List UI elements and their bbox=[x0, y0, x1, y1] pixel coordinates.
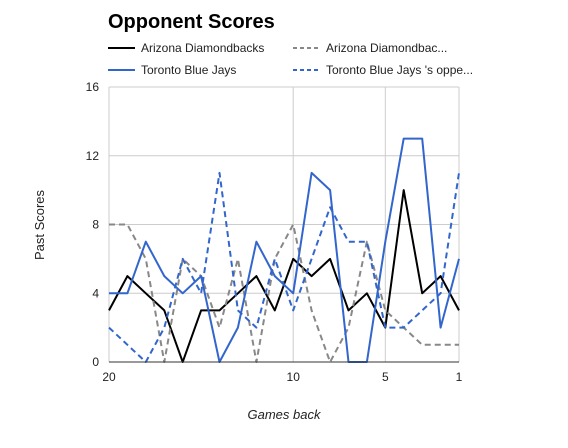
x-tick-labels: 20 10 5 1 bbox=[102, 370, 462, 384]
x-tick-label: 20 bbox=[102, 370, 116, 384]
grid bbox=[108, 86, 460, 363]
series-line-3 bbox=[109, 137, 460, 363]
x-tick-label: 5 bbox=[382, 370, 389, 384]
legend-item: Arizona Diamondbacks bbox=[108, 41, 264, 55]
legend: Arizona Diamondbacks Arizona Diamondbac..… bbox=[108, 41, 473, 77]
y-axis-title: Past Scores bbox=[32, 189, 47, 260]
y-tick-label: 8 bbox=[92, 218, 99, 232]
x-tick-label: 10 bbox=[287, 370, 301, 384]
legend-item: Toronto Blue Jays bbox=[108, 63, 236, 77]
legend-label: Arizona Diamondbac... bbox=[326, 41, 447, 55]
legend-label: Toronto Blue Jays bbox=[141, 63, 236, 77]
y-tick-label: 0 bbox=[92, 355, 99, 369]
legend-item: Arizona Diamondbac... bbox=[293, 41, 447, 55]
legend-label: Toronto Blue Jays 's oppe... bbox=[326, 63, 473, 77]
chart-title: Opponent Scores bbox=[108, 11, 275, 33]
y-tick-labels: 0 4 8 12 16 bbox=[86, 80, 100, 369]
y-tick-label: 16 bbox=[86, 80, 100, 94]
series-lines bbox=[108, 137, 460, 363]
series-line-4 bbox=[108, 171, 460, 363]
x-tick-label: 1 bbox=[456, 370, 463, 384]
legend-label: Arizona Diamondbacks bbox=[141, 41, 264, 55]
x-axis-title: Games back bbox=[248, 407, 322, 422]
y-tick-label: 4 bbox=[92, 286, 99, 300]
y-tick-label: 12 bbox=[86, 149, 100, 163]
series-line-1 bbox=[108, 189, 460, 363]
legend-item: Toronto Blue Jays 's oppe... bbox=[293, 63, 473, 77]
